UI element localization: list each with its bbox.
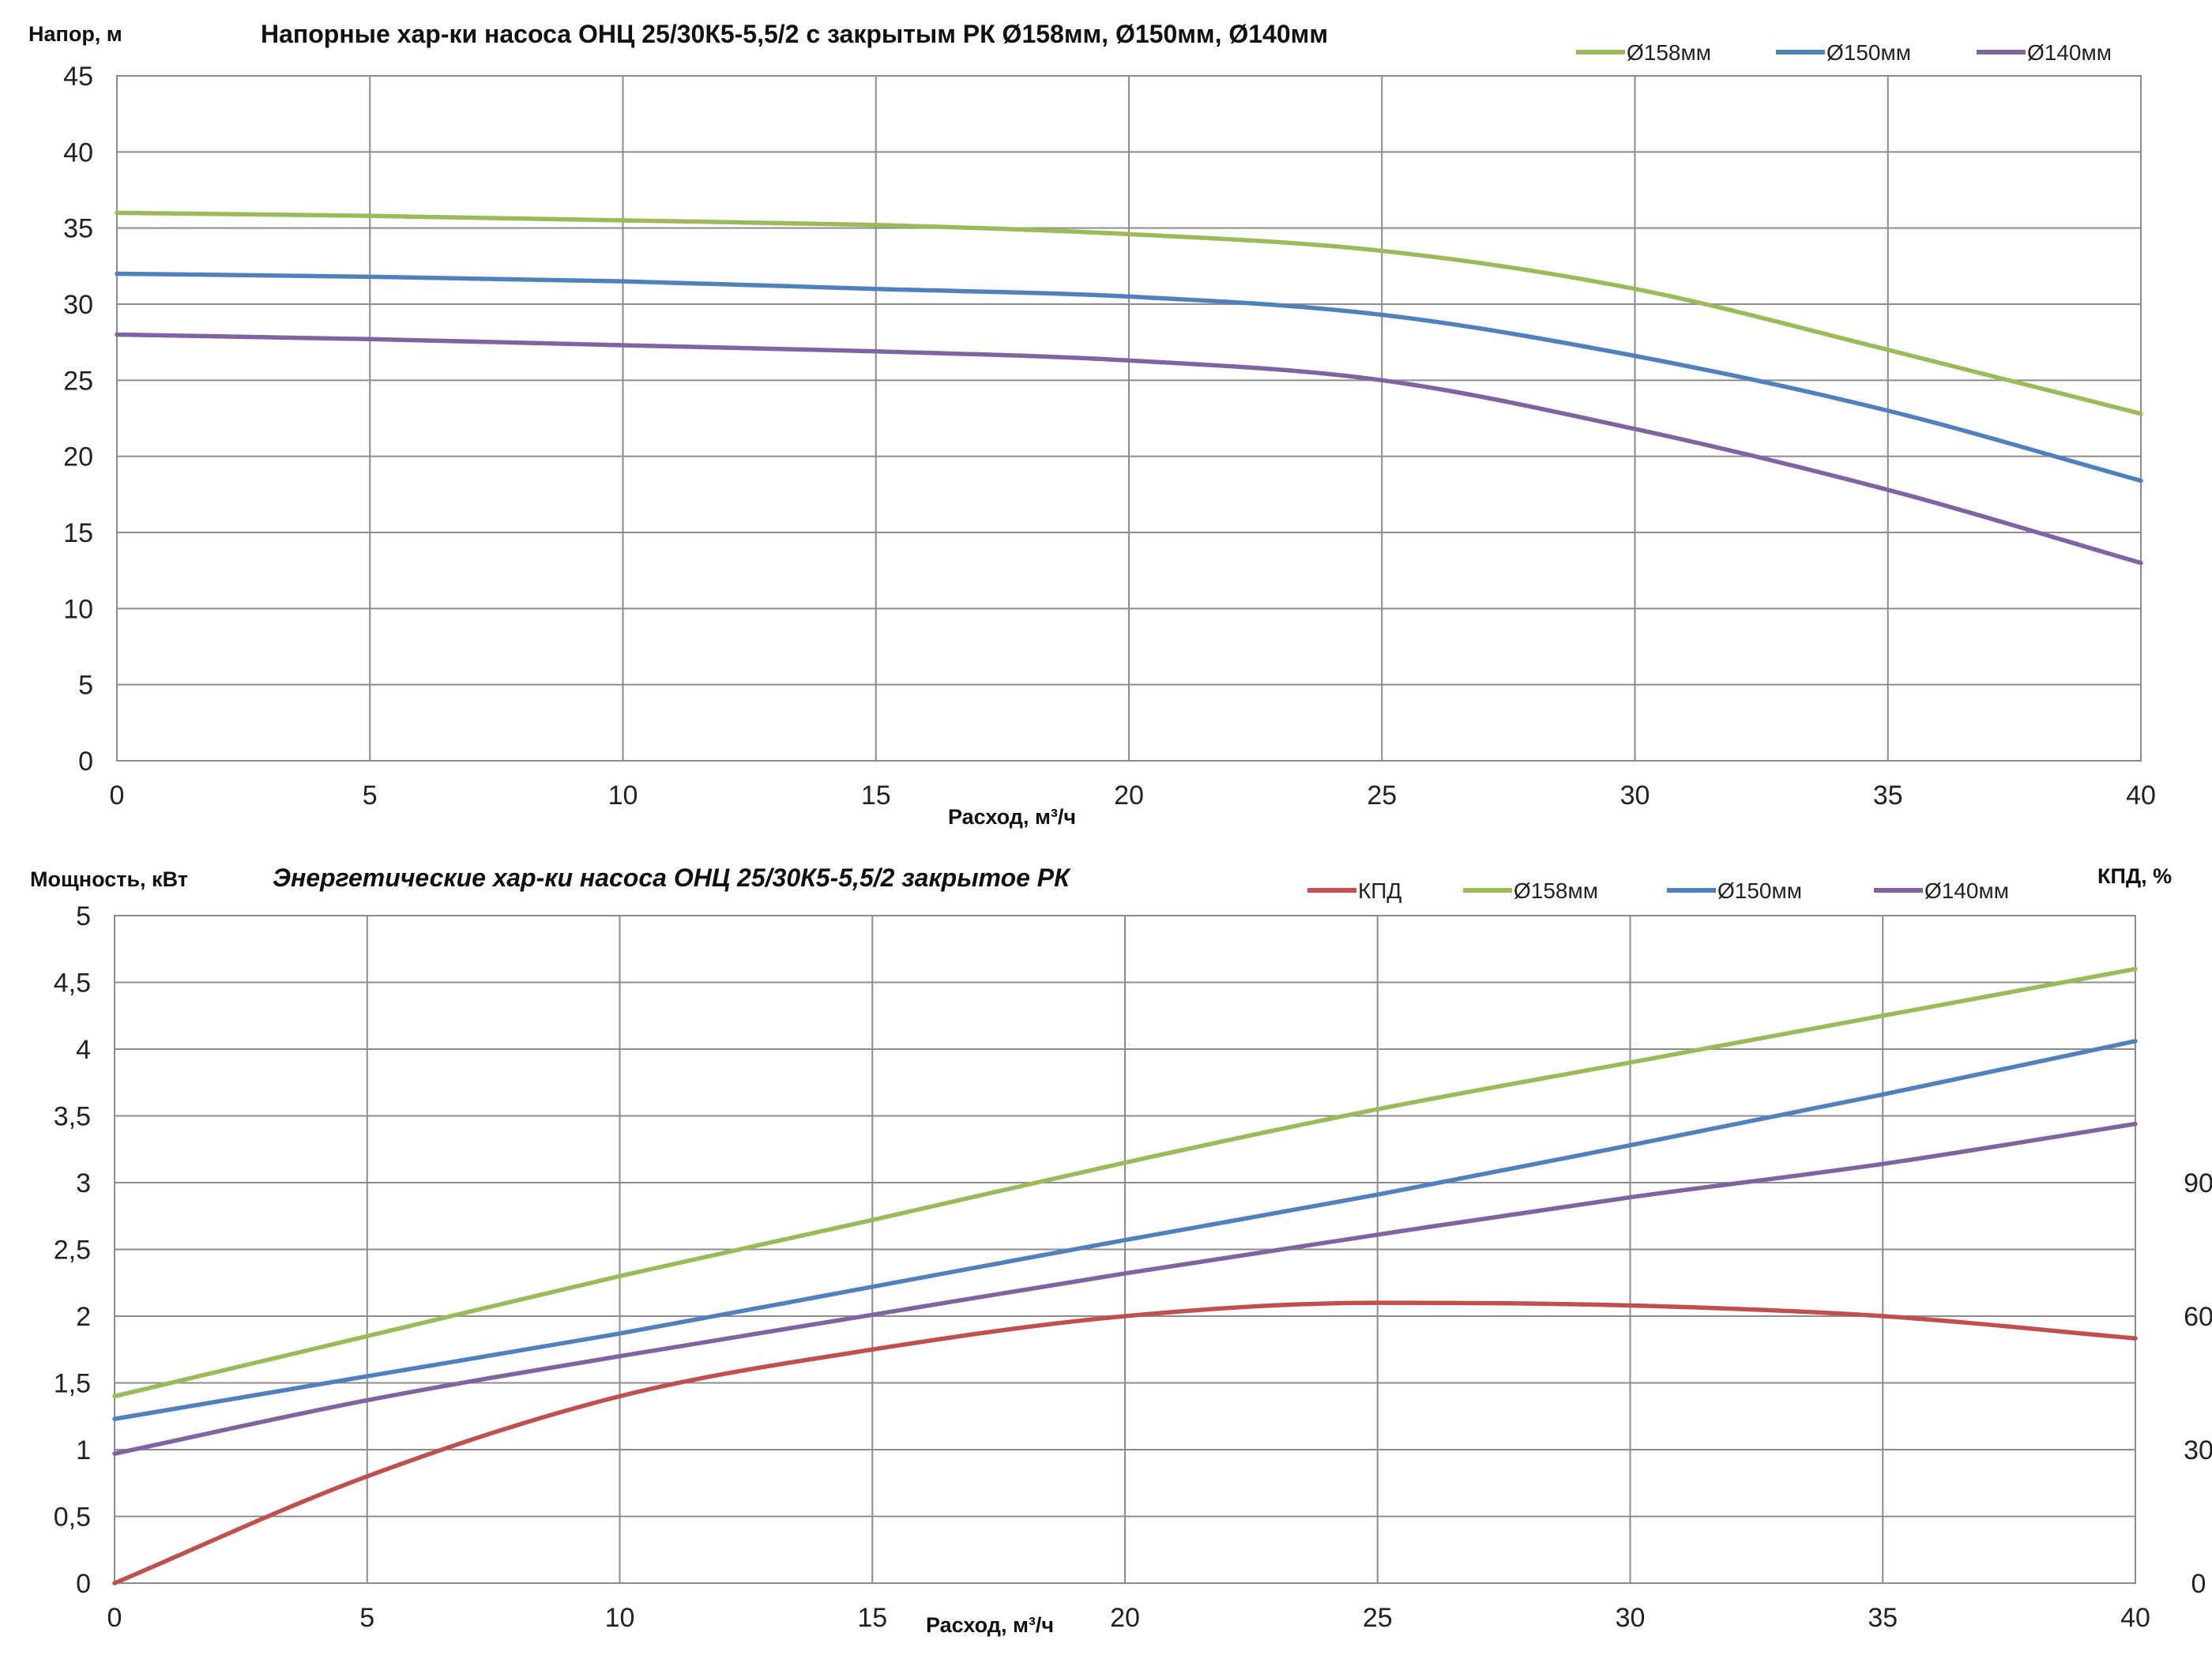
y-tick-label: 10 <box>63 594 93 624</box>
x-tick-label: 20 <box>1110 1603 1140 1633</box>
series-line-Ø158мм <box>115 210 2143 416</box>
y2-tick-label: 90 <box>2184 1168 2212 1198</box>
x-tick-label: 10 <box>608 781 638 811</box>
head-chart-x-ticks: 0 5 10 15 20 25 30 35 40 <box>110 781 2156 811</box>
y-tick-label: 30 <box>63 290 93 320</box>
y-tick-label: 0 <box>78 747 93 777</box>
plot-border <box>116 75 2142 762</box>
legend-label: КПД <box>1358 878 1401 903</box>
x-tick-label: 20 <box>1114 781 1144 811</box>
y-tick-label: 40 <box>63 137 93 167</box>
y-tick-label: 45 <box>63 62 93 92</box>
head-chart: Напор, м Напорные хар-ки насоса ОНЦ 25/3… <box>28 20 2156 829</box>
y-tick-label: 3 <box>76 1168 91 1198</box>
head-chart-legend: Ø158мм Ø150мм Ø140мм <box>1576 40 2112 65</box>
head-chart-series <box>115 210 2143 566</box>
series-line-Ø158мм <box>112 966 2138 1399</box>
x-tick-label: 5 <box>359 1603 374 1633</box>
x-tick-label: 25 <box>1363 1603 1393 1633</box>
series-line-Ø150мм <box>115 271 2143 483</box>
y2-tick-label: 30 <box>2184 1435 2212 1465</box>
legend-label: Ø140мм <box>1924 878 2009 903</box>
y-tick-label: 0 <box>76 1569 91 1599</box>
y-tick-label: 0,5 <box>54 1503 91 1533</box>
plot-border <box>114 915 2136 1584</box>
y-tick-label: 35 <box>63 214 93 244</box>
legend-label: Ø158мм <box>1514 878 1598 903</box>
power-chart-ylabel: Мощность, кВт <box>30 867 188 891</box>
y2-tick-label: 60 <box>2184 1302 2212 1332</box>
head-chart-y-ticks: 0 5 10 15 20 25 30 35 40 45 <box>63 62 93 777</box>
head-chart-ylabel: Напор, м <box>28 22 122 46</box>
y-tick-label: 15 <box>63 518 93 548</box>
x-tick-label: 35 <box>1868 1603 1898 1633</box>
y-tick-label: 4,5 <box>54 969 91 999</box>
x-tick-label: 15 <box>857 1603 887 1633</box>
legend-label: Ø140мм <box>2027 40 2112 65</box>
series-line-КПД <box>112 1300 2138 1586</box>
y-tick-label: 4 <box>76 1035 91 1065</box>
y-tick-label: 2 <box>76 1302 91 1332</box>
y-tick-label: 1,5 <box>54 1369 91 1399</box>
series-line-Ø140мм <box>115 332 2143 566</box>
power-chart-grid <box>114 915 2136 1584</box>
power-chart-legend: КПД Ø158мм Ø150мм Ø140мм <box>1307 878 2009 903</box>
y-tick-label: 3,5 <box>54 1102 91 1132</box>
power-chart: Мощность, кВт Энергетические хар-ки насо… <box>30 863 2212 1637</box>
power-chart-y2label: КПД, % <box>2097 864 2172 888</box>
y2-tick-label: 0 <box>2191 1569 2206 1599</box>
y-tick-label: 1 <box>76 1435 91 1465</box>
power-chart-x-ticks: 0 5 10 15 20 25 30 35 40 <box>107 1603 2150 1633</box>
series-line-Ø150мм <box>112 1039 2138 1421</box>
x-tick-label: 30 <box>1616 1603 1646 1633</box>
power-chart-xlabel: Расход, м³/ч <box>926 1613 1054 1637</box>
x-tick-label: 40 <box>2126 781 2156 811</box>
y-tick-label: 5 <box>78 671 93 701</box>
x-tick-label: 0 <box>110 781 125 811</box>
series-line-Ø140мм <box>112 1121 2138 1456</box>
power-chart-y-ticks: 0 0,5 1 1,5 2 2,5 3 3,5 4 4,5 5 <box>54 901 91 1599</box>
x-tick-label: 5 <box>363 781 378 811</box>
x-tick-label: 35 <box>1873 781 1903 811</box>
x-tick-label: 0 <box>107 1603 122 1633</box>
x-tick-label: 10 <box>605 1603 635 1633</box>
y-tick-label: 25 <box>63 366 93 396</box>
head-chart-grid <box>116 75 2142 762</box>
head-chart-title: Напорные хар-ки насоса ОНЦ 25/30К5-5,5/2… <box>261 20 1328 48</box>
x-tick-label: 25 <box>1367 781 1397 811</box>
legend-label: Ø158мм <box>1627 40 1711 65</box>
x-tick-label: 40 <box>2120 1603 2150 1633</box>
legend-label: Ø150мм <box>1717 878 1802 903</box>
power-chart-title: Энергетические хар-ки насоса ОНЦ 25/30К5… <box>273 863 1071 892</box>
y-tick-label: 5 <box>76 901 91 931</box>
y-tick-label: 2,5 <box>54 1236 91 1266</box>
legend-label: Ø150мм <box>1826 40 1911 65</box>
head-chart-xlabel: Расход, м³/ч <box>948 805 1076 829</box>
y-tick-label: 20 <box>63 442 93 472</box>
power-chart-y2-ticks: 0 30 60 90 <box>2184 1168 2212 1599</box>
x-tick-label: 30 <box>1620 781 1650 811</box>
x-tick-label: 15 <box>861 781 891 811</box>
power-chart-series <box>112 966 2138 1586</box>
